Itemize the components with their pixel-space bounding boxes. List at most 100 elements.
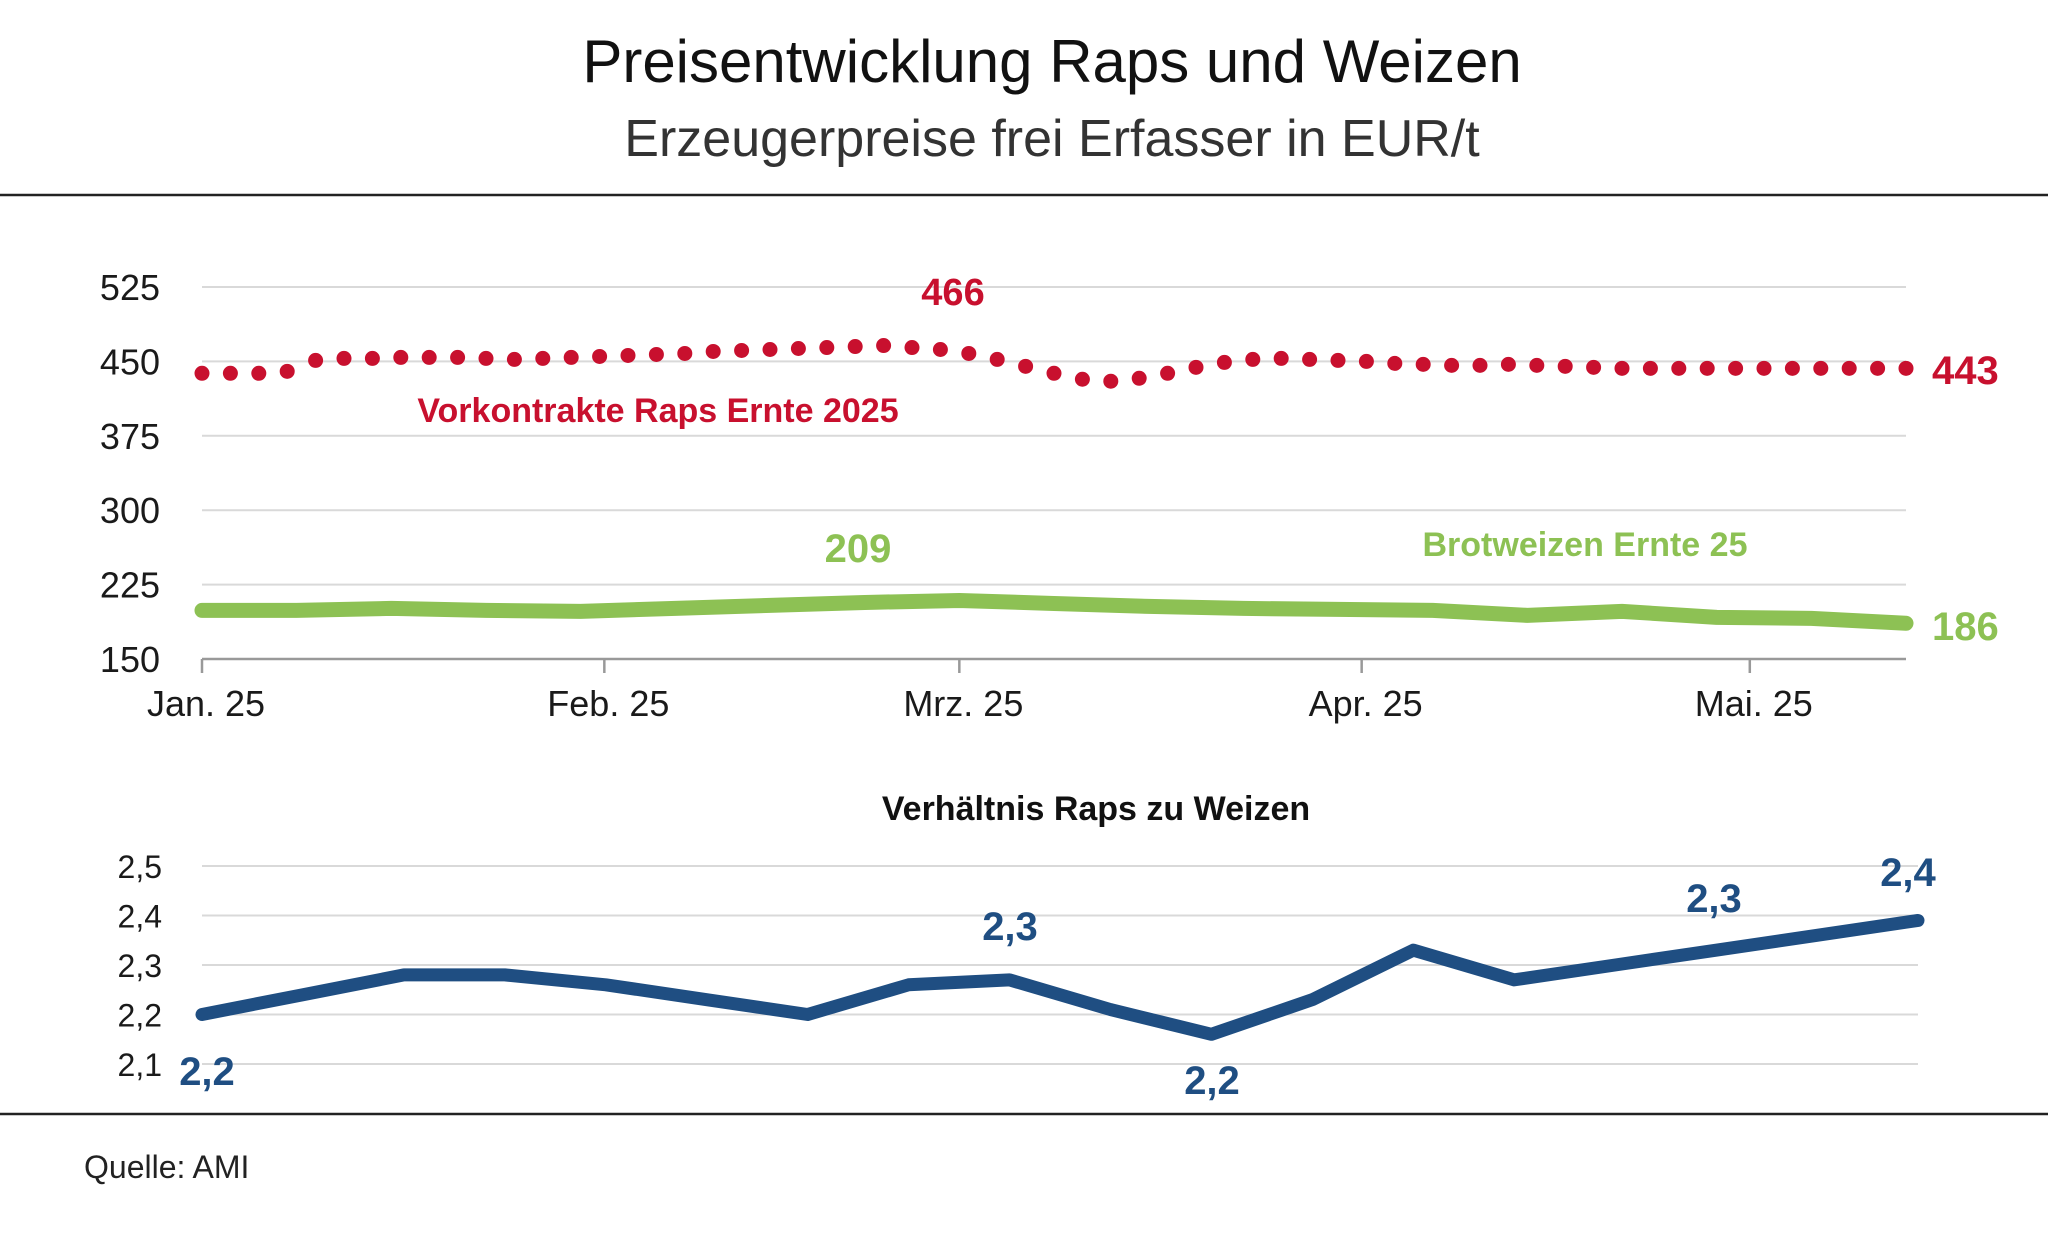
raps-data-point <box>1245 351 1261 367</box>
raps-last-label: 443 <box>1932 349 1999 393</box>
raps-data-point <box>847 339 863 355</box>
top-x-tick-label: Feb. 25 <box>547 683 669 724</box>
raps-data-point <box>1444 357 1460 373</box>
raps-data-point <box>563 349 579 365</box>
top-x-axis: Jan. 25 Feb. 25 Mrz. 25 Apr. 25 Mai. 25 <box>147 657 1906 724</box>
raps-data-point <box>1870 360 1886 376</box>
raps-data-point <box>251 365 267 381</box>
top-y-tick-label: 300 <box>100 490 160 531</box>
raps-data-point <box>1898 360 1914 376</box>
raps-data-point <box>961 345 977 361</box>
raps-data-point <box>705 343 721 359</box>
raps-data-point <box>762 341 778 357</box>
chart-subtitle: Erzeugerpreise frei Erfasser in EUR/t <box>624 110 1480 168</box>
raps-data-point <box>1500 356 1516 372</box>
ratio-first-label: 2,2 <box>179 1050 235 1094</box>
raps-data-point <box>336 350 352 366</box>
ratio-y-tick-label: 2,2 <box>118 998 162 1034</box>
raps-data-point <box>1216 354 1232 370</box>
raps-data-point <box>194 365 210 381</box>
raps-data-point <box>535 350 551 366</box>
top-x-tick-label: Mrz. 25 <box>903 683 1023 724</box>
raps-data-point <box>1018 358 1034 374</box>
raps-data-point <box>1841 360 1857 376</box>
ratio-late-label: 2,3 <box>1686 877 1742 921</box>
raps-data-point <box>1415 356 1431 372</box>
weizen-peak-label: 209 <box>825 527 892 571</box>
top-y-tick-label: 225 <box>100 565 160 606</box>
ratio-low-label: 2,2 <box>1184 1059 1240 1103</box>
raps-data-point <box>1586 359 1602 375</box>
weizen-series-name: Brotweizen Ernte 25 <box>1423 526 1748 564</box>
raps-data-point <box>308 352 324 368</box>
raps-data-point <box>1188 359 1204 375</box>
raps-data-point <box>648 346 664 362</box>
raps-data-point <box>790 341 806 357</box>
raps-data-point <box>1103 373 1119 389</box>
ratio-y-tick-label: 2,3 <box>118 948 162 984</box>
raps-data-point <box>1074 371 1090 387</box>
raps-data-point <box>932 341 948 357</box>
raps-data-point <box>450 349 466 365</box>
ratio-series-line <box>195 913 1925 1041</box>
raps-data-point <box>1273 350 1289 366</box>
raps-peak-label: 466 <box>921 272 984 314</box>
raps-data-point <box>904 340 920 356</box>
raps-data-point <box>1302 351 1318 367</box>
ratio-gridlines <box>202 865 1918 1065</box>
raps-data-point <box>1160 365 1176 381</box>
ratio-y-tick-label: 2,1 <box>118 1047 162 1083</box>
raps-data-point <box>506 351 522 367</box>
raps-data-point <box>1330 352 1346 368</box>
raps-data-point <box>1557 358 1573 374</box>
ratio-peak-label: 2,3 <box>982 905 1038 949</box>
raps-data-point <box>1699 360 1715 376</box>
top-y-axis-ticks: 525 450 375 300 225 150 <box>100 267 160 680</box>
ratio-last-label: 2,4 <box>1880 851 1936 895</box>
chart-title: Preisentwicklung Raps und Weizen <box>582 28 1521 95</box>
source-note: Quelle: AMI <box>84 1149 249 1185</box>
raps-data-point <box>393 349 409 365</box>
raps-data-point <box>478 350 494 366</box>
raps-series <box>194 338 1914 389</box>
raps-data-point <box>677 345 693 361</box>
raps-data-point <box>1046 365 1062 381</box>
raps-data-point <box>421 349 437 365</box>
top-x-tick-label: Apr. 25 <box>1309 683 1423 724</box>
raps-data-point <box>364 350 380 366</box>
ratio-y-axis-ticks: 2,5 2,4 2,3 2,2 2,1 <box>118 849 162 1083</box>
top-y-tick-label: 525 <box>100 267 160 308</box>
raps-data-point <box>1671 360 1687 376</box>
ratio-y-tick-label: 2,4 <box>118 899 162 935</box>
top-x-tick-label: Jan. 25 <box>147 683 265 724</box>
raps-data-point <box>279 363 295 379</box>
raps-data-point <box>1472 357 1488 373</box>
weizen-series-line <box>194 592 1914 631</box>
raps-data-point <box>1642 360 1658 376</box>
weizen-last-label: 186 <box>1932 605 1999 649</box>
raps-data-point <box>1784 360 1800 376</box>
raps-data-point <box>819 340 835 356</box>
top-y-tick-label: 375 <box>100 416 160 457</box>
raps-data-point <box>1131 370 1147 386</box>
top-x-tick-label: Mai. 25 <box>1695 683 1813 724</box>
top-y-tick-label: 450 <box>100 341 160 382</box>
raps-data-point <box>876 338 892 354</box>
top-y-tick-label: 150 <box>100 639 160 680</box>
raps-data-point <box>1387 355 1403 371</box>
raps-data-point <box>989 351 1005 367</box>
raps-data-point <box>734 342 750 358</box>
raps-data-point <box>620 347 636 363</box>
raps-data-point <box>1529 357 1545 373</box>
ratio-y-tick-label: 2,5 <box>118 849 162 885</box>
raps-data-point <box>592 348 608 364</box>
raps-data-point <box>1813 360 1829 376</box>
ratio-chart-title: Verhältnis Raps zu Weizen <box>882 790 1310 828</box>
raps-data-point <box>1756 360 1772 376</box>
raps-data-point <box>1728 360 1744 376</box>
raps-series-name: Vorkontrakte Raps Ernte 2025 <box>417 392 898 430</box>
raps-data-point <box>1358 353 1374 369</box>
raps-data-point <box>1614 360 1630 376</box>
raps-data-point <box>222 365 238 381</box>
